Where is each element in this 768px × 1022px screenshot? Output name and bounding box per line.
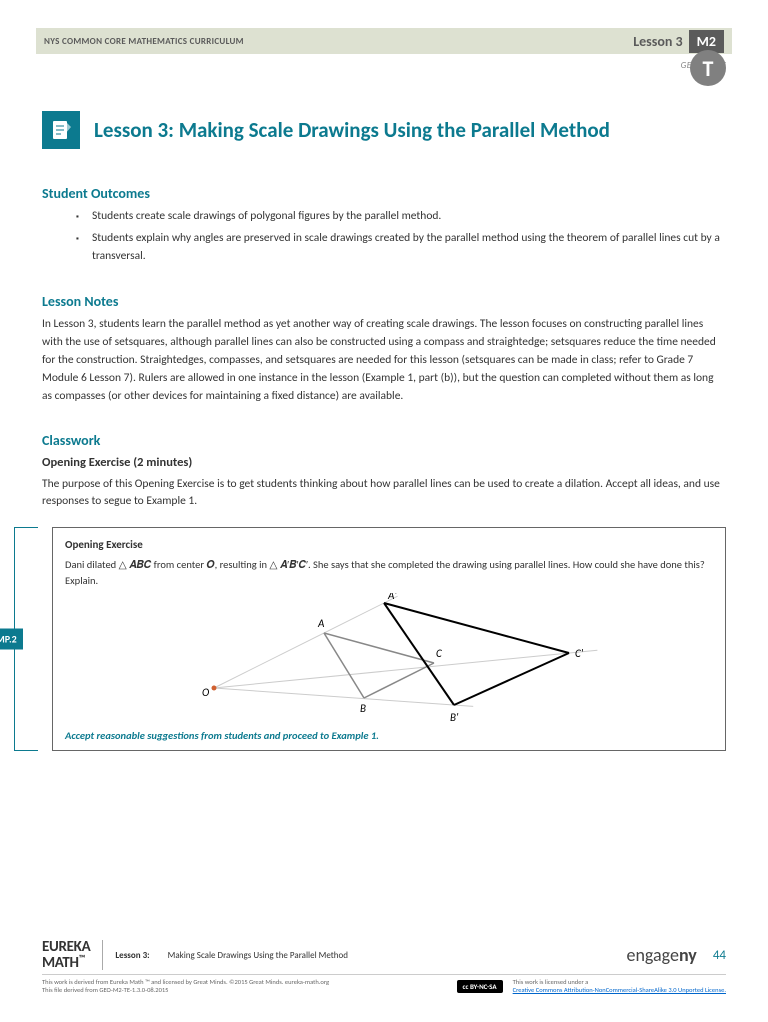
- exercise-wrap: MP.2 Opening Exercise Dani dilated △ 𝑨𝑩𝑪…: [52, 527, 726, 751]
- svg-text:O: O: [202, 686, 209, 699]
- lesson-number: Lesson 3: [633, 33, 682, 50]
- opening-exercise-heading: Opening Exercise (2 minutes): [42, 455, 726, 470]
- footer-lesson: Lesson 3: Making Scale Drawings Using th…: [115, 950, 626, 961]
- header-bar: NYS COMMON CORE MATHEMATICS CURRICULUM L…: [36, 28, 732, 54]
- exercise-accept: Accept reasonable suggestions from stude…: [65, 729, 713, 742]
- title-row: Lesson 3: Making Scale Drawings Using th…: [42, 111, 726, 149]
- svg-text:B: B: [360, 702, 366, 715]
- exercise-body: Dani dilated △ 𝑨𝑩𝑪 from center 𝑶, result…: [65, 557, 713, 589]
- page-number: 44: [713, 948, 726, 963]
- notes-heading: Lesson Notes: [42, 293, 726, 310]
- teacher-badge: T: [690, 50, 726, 86]
- svg-text:C': C': [575, 647, 584, 660]
- outcome-item: Students create scale drawings of polygo…: [76, 208, 726, 226]
- svg-text:A': A': [387, 593, 397, 602]
- engage-ny-logo: engageny: [627, 944, 697, 966]
- document-icon: [42, 111, 80, 149]
- footer-top: EUREKAMATH™ Lesson 3: Making Scale Drawi…: [42, 936, 726, 970]
- footer-divider: [102, 940, 103, 970]
- svg-text:C: C: [436, 647, 442, 660]
- exercise-box: Opening Exercise Dani dilated △ 𝑨𝑩𝑪 from…: [52, 527, 726, 751]
- eureka-logo: EUREKAMATH™: [42, 940, 90, 970]
- exercise-title: Opening Exercise: [65, 538, 713, 551]
- footer: EUREKAMATH™ Lesson 3: Making Scale Drawi…: [42, 936, 726, 994]
- footer-lesson-title: Making Scale Drawings Using the Parallel…: [168, 950, 348, 961]
- dilation-diagram: O A B C A' B' C': [174, 593, 604, 723]
- outcomes-list: Students create scale drawings of polygo…: [76, 208, 726, 265]
- mp-badge: MP.2: [0, 628, 23, 649]
- subject-label: GEOMETRY: [0, 60, 726, 71]
- classwork-heading: Classwork: [42, 432, 726, 449]
- outcome-item: Students explain why angles are preserve…: [76, 230, 726, 266]
- outcomes-heading: Student Outcomes: [42, 185, 726, 202]
- curriculum-label: NYS COMMON CORE MATHEMATICS CURRICULUM: [44, 36, 244, 47]
- classwork-section: Classwork Opening Exercise (2 minutes) T…: [42, 432, 726, 512]
- student-outcomes-section: Student Outcomes Students create scale d…: [42, 185, 726, 265]
- svg-text:A: A: [317, 617, 325, 630]
- svg-text:B': B': [450, 711, 459, 723]
- footer-bottom: This work is derived from Eureka Math ™ …: [42, 974, 726, 994]
- notes-body: In Lesson 3, students learn the parallel…: [42, 316, 726, 405]
- teacher-badge-wrap: T: [690, 50, 726, 86]
- page-title: Lesson 3: Making Scale Drawings Using th…: [94, 117, 610, 143]
- footer-lesson-label: Lesson 3:: [115, 950, 149, 961]
- cc-badge-icon: cc BY-NC-SA: [457, 980, 503, 993]
- classwork-intro: The purpose of this Opening Exercise is …: [42, 476, 726, 512]
- attribution-left: This work is derived from Eureka Math ™ …: [42, 978, 447, 994]
- license-link[interactable]: Creative Commons Attribution-NonCommerci…: [513, 986, 726, 994]
- license-text: This work is licensed under a Creative C…: [513, 978, 726, 994]
- lesson-notes-section: Lesson Notes In Lesson 3, students learn…: [42, 293, 726, 405]
